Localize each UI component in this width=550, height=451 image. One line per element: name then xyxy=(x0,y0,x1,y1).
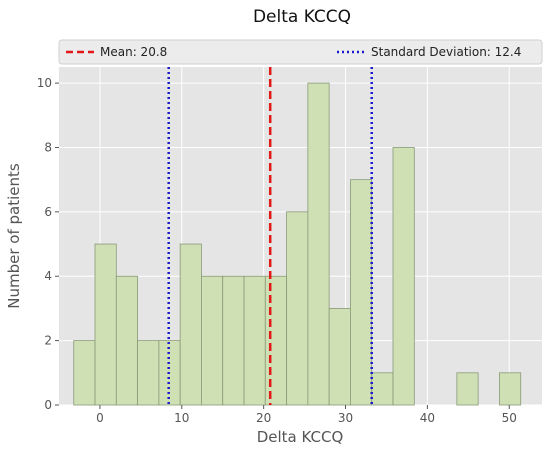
histogram-bar xyxy=(371,372,394,406)
y-axis-ticks: 0 2 4 6 8 10 xyxy=(37,76,59,412)
y-tick-label: 4 xyxy=(44,269,52,283)
y-tick-label: 6 xyxy=(44,205,52,219)
histogram-bar xyxy=(392,147,415,406)
histogram-bar xyxy=(350,179,373,406)
legend: Mean: 20.8 Standard Deviation: 12.4 xyxy=(58,39,543,65)
histogram-bar xyxy=(264,275,287,406)
chart-title: Delta KCCQ xyxy=(253,7,351,27)
y-tick-label: 2 xyxy=(44,334,52,348)
histogram-bar xyxy=(499,372,522,406)
y-tick-label: 10 xyxy=(37,76,52,90)
x-axis-label: Delta KCCQ xyxy=(257,428,344,446)
histogram-bar xyxy=(179,243,202,406)
histogram-bars xyxy=(73,82,522,406)
histogram-bar xyxy=(243,275,266,406)
x-tick-label: 40 xyxy=(420,411,435,425)
histogram-bar xyxy=(94,243,117,406)
x-axis-ticks: 0 10 20 30 40 50 xyxy=(96,405,517,425)
legend-box xyxy=(58,39,543,65)
legend-std-label: Standard Deviation: 12.4 xyxy=(371,45,521,59)
y-tick-label: 0 xyxy=(44,398,52,412)
legend-mean-label: Mean: 20.8 xyxy=(100,45,167,59)
histogram-bar xyxy=(307,82,330,406)
y-tick-label: 8 xyxy=(44,140,52,154)
x-tick-label: 10 xyxy=(174,411,189,425)
reference-lines xyxy=(167,67,373,405)
histogram-bar xyxy=(222,275,245,406)
histogram-bar xyxy=(328,308,351,406)
x-tick-label: 30 xyxy=(338,411,353,425)
x-tick-label: 0 xyxy=(96,411,104,425)
y-axis-label: Number of patients xyxy=(5,163,23,309)
histogram-bar xyxy=(73,340,96,406)
histogram-bar xyxy=(286,211,309,406)
histogram-bar xyxy=(456,372,479,406)
x-tick-label: 20 xyxy=(256,411,271,425)
histogram-bar xyxy=(201,275,224,406)
histogram-bar xyxy=(137,340,160,406)
histogram-bar xyxy=(115,275,138,406)
x-tick-label: 50 xyxy=(502,411,517,425)
